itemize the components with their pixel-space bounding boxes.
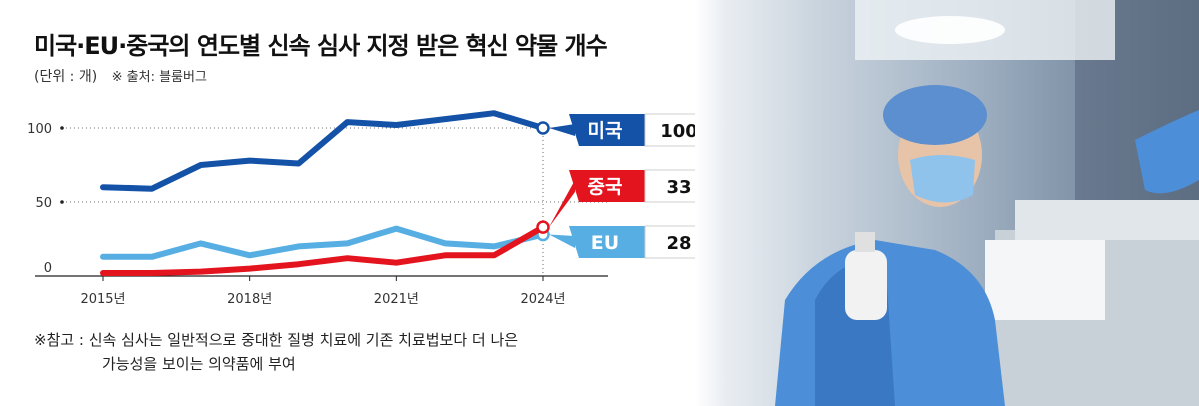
series-end-marker <box>536 121 550 135</box>
line-chart: 0 50 100 2015년 2018년 2021년 2024년 미국 100 중국 33 EU 28 <box>27 110 714 307</box>
series-name-label: EU <box>591 232 619 254</box>
y-tick-dot <box>60 126 64 130</box>
series-name-tag <box>569 170 645 202</box>
x-tick-label: 2024년 <box>520 292 565 307</box>
unit-label: (단위 : 개) <box>34 69 98 85</box>
chart-title: 미국·EU·중국의 연도별 신속 심사 지정 받은 혁신 약물 개수 <box>34 32 608 60</box>
series-value-label: 100 <box>660 121 698 142</box>
series-line-EU <box>100 225 546 260</box>
x-tick-label: 2018년 <box>227 292 272 307</box>
series-end-marker <box>536 220 550 234</box>
label-pointer <box>549 234 575 248</box>
series-line-미국 <box>100 110 546 192</box>
y-tick-dot <box>60 200 64 204</box>
series-name-label: 미국 <box>588 120 623 142</box>
series-line-중국 <box>100 224 546 276</box>
series-value-label: 33 <box>666 177 691 198</box>
footnote: ※참고 : 신속 심사는 일반적으로 중대한 질병 치료에 기존 치료법보다 더… <box>34 328 518 376</box>
researcher-illustration <box>775 0 1199 406</box>
y-tick-label: 50 <box>35 196 52 211</box>
footnote-line-2: 가능성을 보이는 의약품에 부여 <box>102 355 296 373</box>
footnote-line-1: ※참고 : 신속 심사는 일반적으로 중대한 질병 치료에 기존 치료법보다 더… <box>34 331 519 349</box>
source-label: ※ 출처: 블룸버그 <box>111 70 207 85</box>
x-tick-label: 2021년 <box>374 292 419 307</box>
y-tick-label: 0 <box>44 261 52 276</box>
lab-researcher-photo <box>695 0 1199 406</box>
label-pointer <box>549 124 575 136</box>
series-name-tag <box>569 226 645 258</box>
label-pointer <box>549 180 575 228</box>
series-value-label: 28 <box>666 233 691 254</box>
y-tick-label: 100 <box>27 122 52 137</box>
series-name-label: 중국 <box>588 176 623 198</box>
x-tick-label: 2015년 <box>80 292 125 307</box>
series-name-tag <box>569 114 645 146</box>
chart-subtitle: (단위 : 개) ※ 출처: 블룸버그 <box>34 66 207 86</box>
